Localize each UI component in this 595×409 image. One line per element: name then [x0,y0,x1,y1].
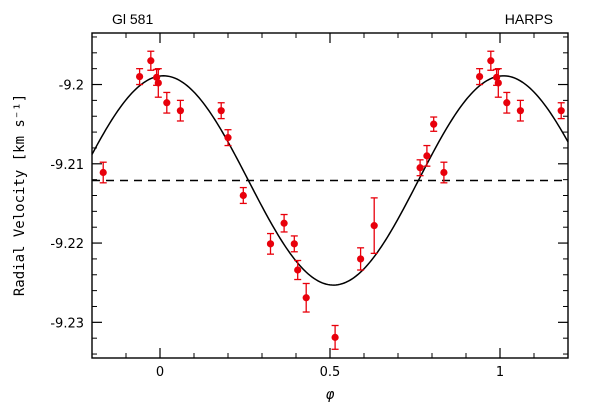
data-point [154,79,162,87]
x-tick-labels: 0 0.5 1 [156,365,504,380]
data-point [476,72,484,81]
data-point [294,266,302,274]
data-point [416,164,424,172]
data-point [357,255,365,263]
y-tick-labels: -9.23 -9.22 -9.21 -9.2 [50,79,84,332]
data-point [136,72,144,81]
data-point [440,168,448,177]
data-point [331,333,339,341]
data-point [516,107,525,115]
data-point [423,152,431,160]
data-point [302,294,310,302]
data-point [370,222,378,230]
y-tick-label: -9.23 [50,316,84,331]
data-point [239,191,247,200]
data-point [430,120,438,128]
data-points [99,50,565,350]
minor-ticks [91,33,569,358]
data-point [99,168,107,177]
data-point [266,240,275,248]
x-axis-title: φ [326,387,335,403]
y-tick-label: -9.2 [59,79,84,94]
instrument-label: HARPS [505,11,553,27]
data-point [176,107,184,115]
data-point [487,57,495,65]
data-point [557,107,565,115]
sinusoidal-fit-curve [91,75,569,286]
data-point [503,99,511,107]
x-tick-label: 0.5 [320,365,341,380]
x-tick-label: 0 [156,365,164,380]
data-point [224,134,232,142]
major-ticks [92,33,568,358]
x-tick-label: 1 [496,365,504,380]
data-point [290,240,298,248]
data-point [147,57,155,65]
data-point [163,99,171,107]
y-tick-label: -9.21 [50,158,84,173]
data-point [280,219,288,227]
data-point [494,79,502,87]
star-label: Gl 581 [112,11,153,27]
y-axis-title: Radial Velocity [km s⁻¹] [12,94,28,296]
data-point [217,107,225,115]
y-tick-label: -9.22 [50,237,84,252]
